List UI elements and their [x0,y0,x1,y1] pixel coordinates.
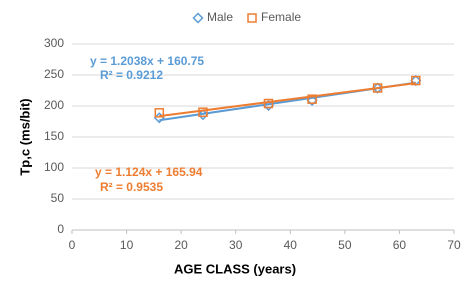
x-tick-label: 50 [338,238,352,252]
marker [154,108,165,118]
marker [198,107,208,117]
legend-label: Female [261,10,301,24]
x-tick-label: 60 [393,238,407,252]
y-axis-label: Tp,c (ms/bit) [17,98,32,175]
marker [197,109,209,121]
y-tick-label: 0 [57,222,64,236]
annotation: y = 1.2038x + 160.75 [90,54,204,68]
annotation: R² = 0.9535 [100,180,163,194]
y-tick-label: 50 [51,191,65,205]
trendline [159,82,416,118]
x-tick-label: 30 [229,238,243,252]
y-tick-label: 200 [44,98,64,112]
marker [307,94,317,104]
marker [262,99,275,111]
legend-marker [247,13,257,23]
x-tick-label: 0 [69,238,76,252]
x-tick-label: 70 [447,238,461,252]
legend-marker [192,12,204,24]
marker [306,94,318,106]
marker [411,75,421,86]
x-tick-label: 20 [174,238,188,252]
y-tick-label: 300 [44,36,64,50]
marker [263,98,274,109]
legend-label: Male [207,10,233,24]
x-tick-label: 10 [120,238,134,252]
y-tick-label: 250 [44,67,64,81]
x-axis-label: AGE CLASS (years) [174,261,296,276]
annotation: y = 1.124x + 165.94 [95,165,203,179]
marker [153,112,165,124]
x-tick-label: 40 [284,238,298,252]
annotation: R² = 0.9212 [100,68,163,82]
y-tick-label: 100 [44,160,64,174]
y-tick-label: 150 [44,129,64,143]
marker [372,83,383,93]
